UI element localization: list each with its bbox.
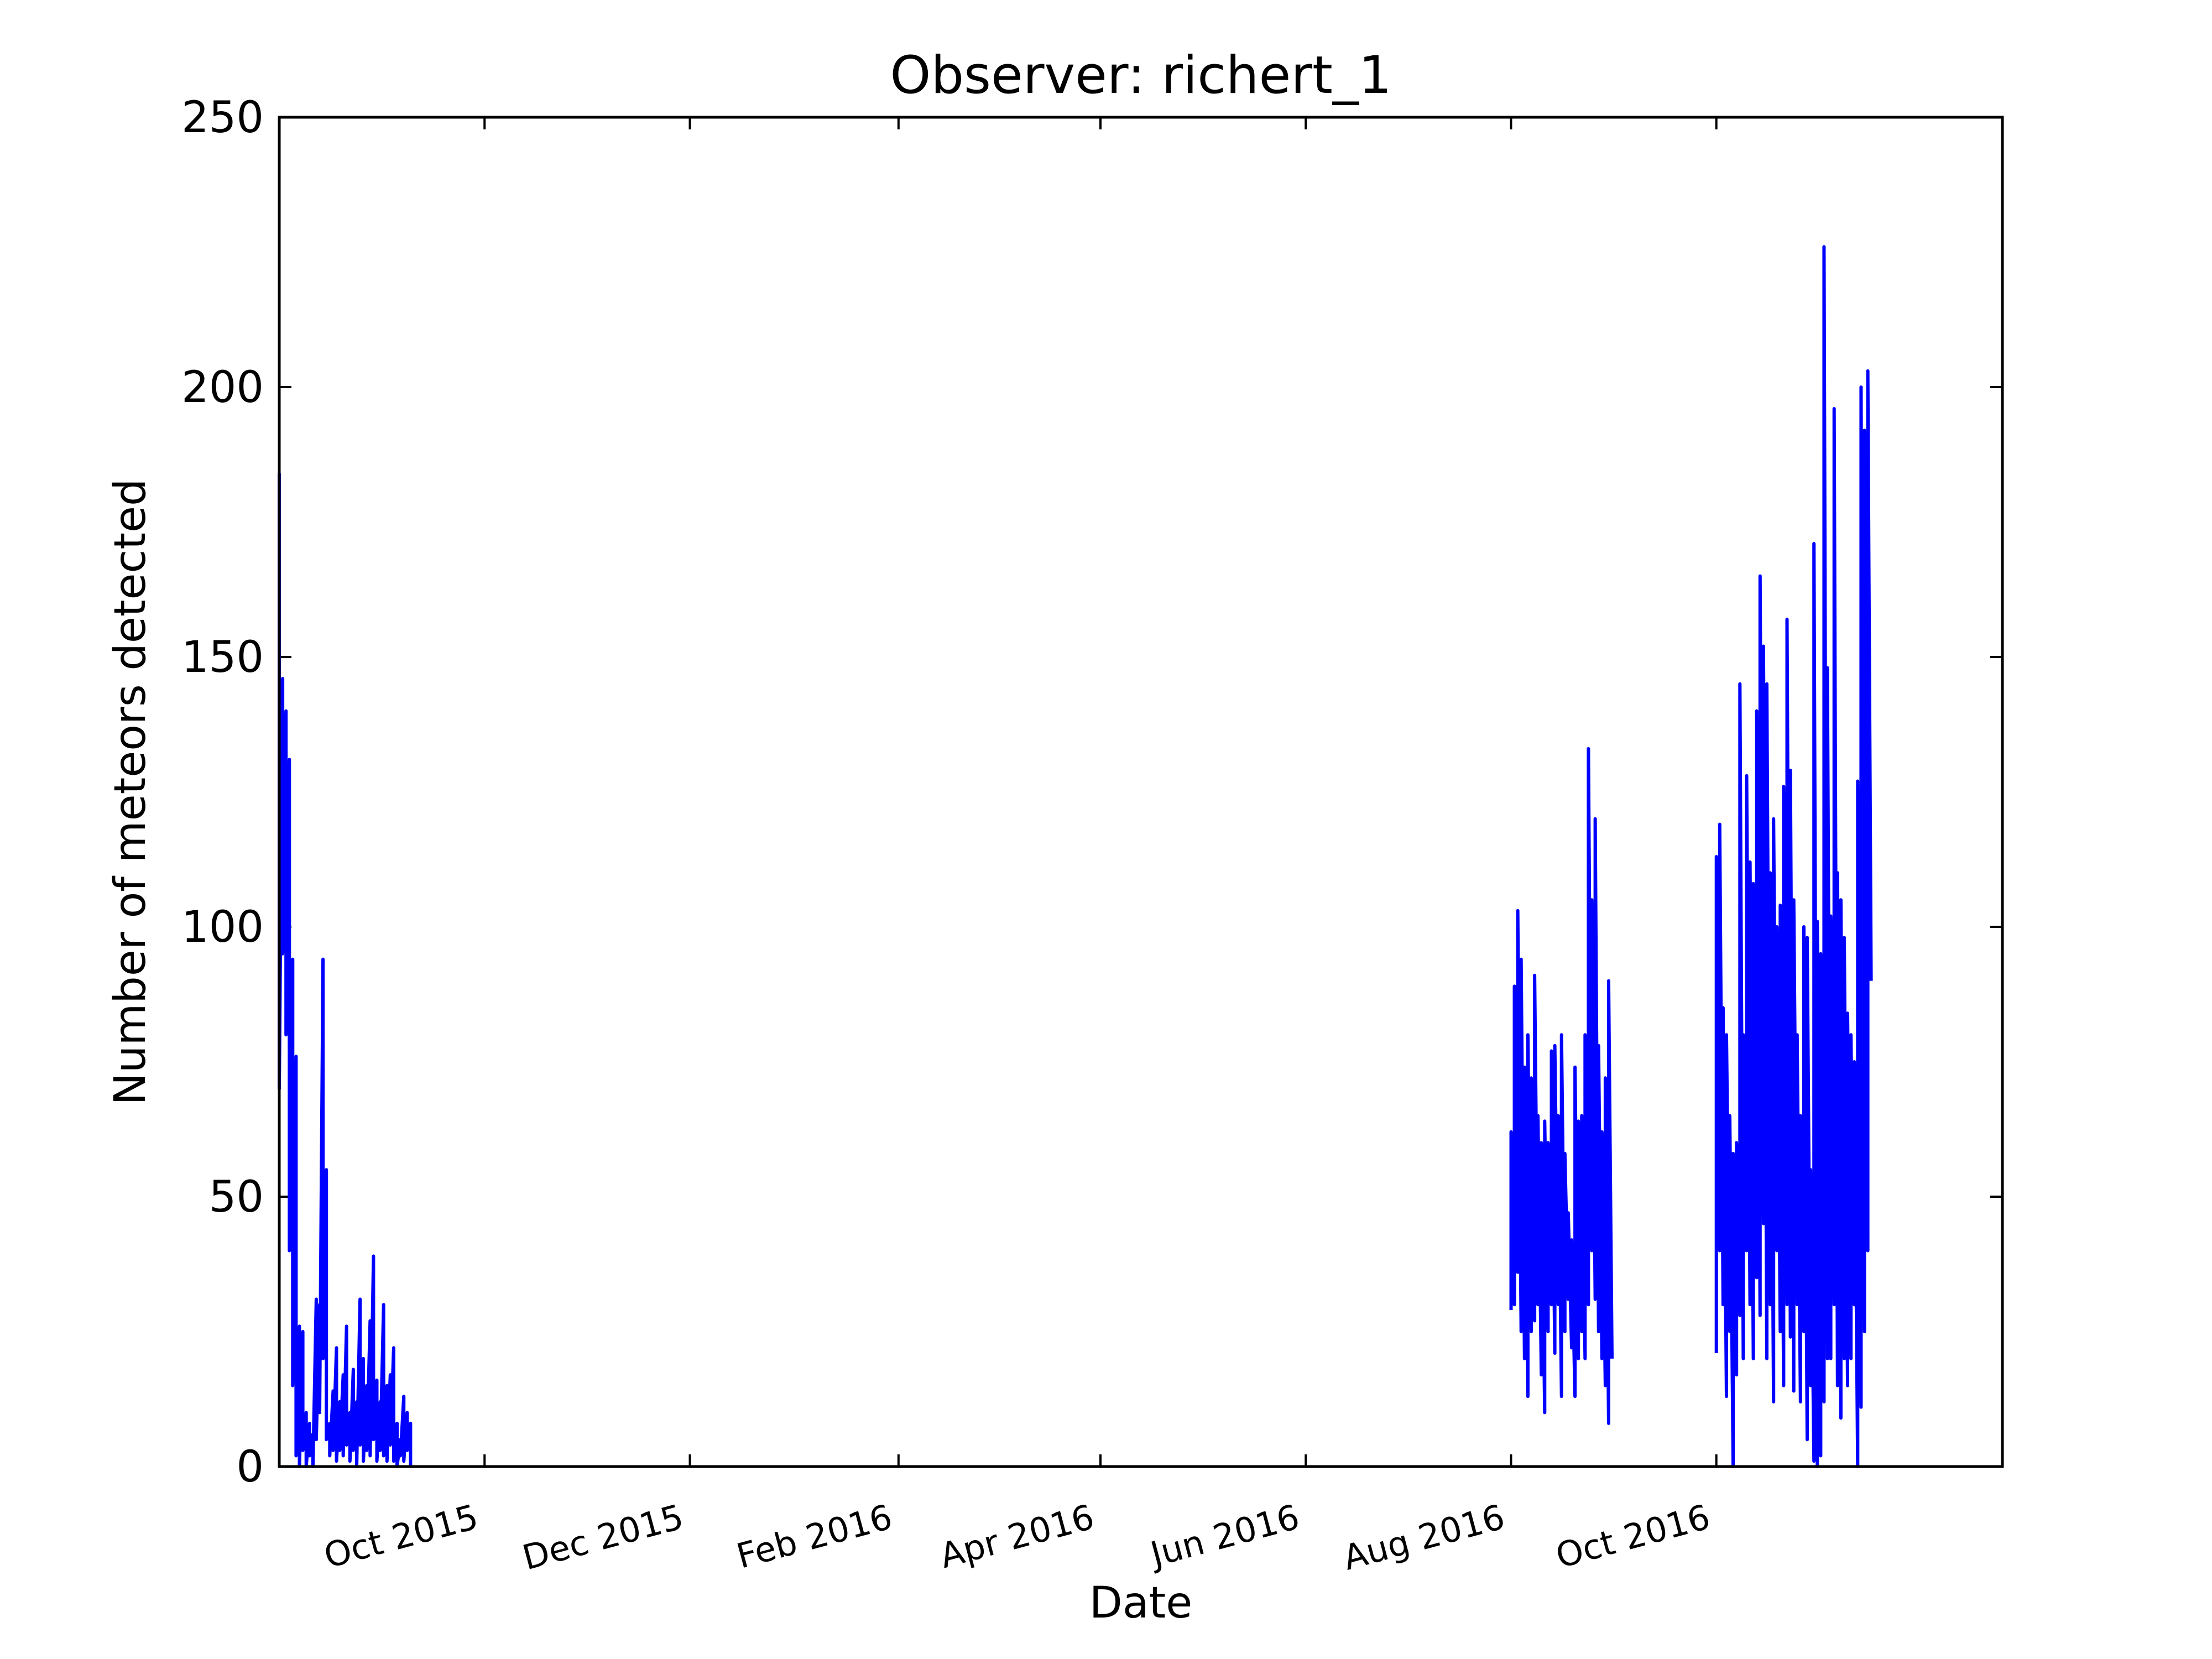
series-line-segment-3 (1714, 245, 1873, 1468)
y-axis-label: Number of meteors detected (106, 479, 155, 1105)
y-tick-label: 200 (181, 363, 264, 413)
y-tick-label: 250 (181, 93, 264, 143)
x-axis-label: Date (1089, 1578, 1192, 1628)
y-tick-label: 50 (209, 1172, 264, 1222)
series-line-segment-1 (278, 473, 413, 1468)
y-tick-label: 0 (236, 1442, 264, 1492)
y-tick-label: 100 (181, 902, 264, 952)
y-axis-ticks: 0 50 100 150 200 250 (181, 93, 2002, 1492)
plot-area-frame (278, 116, 2004, 1468)
series-layer (278, 245, 1873, 1468)
chart-title: Observer: richert_1 (890, 45, 1391, 106)
series-line-segment-2 (1509, 747, 1614, 1425)
y-tick-label: 150 (181, 633, 264, 682)
